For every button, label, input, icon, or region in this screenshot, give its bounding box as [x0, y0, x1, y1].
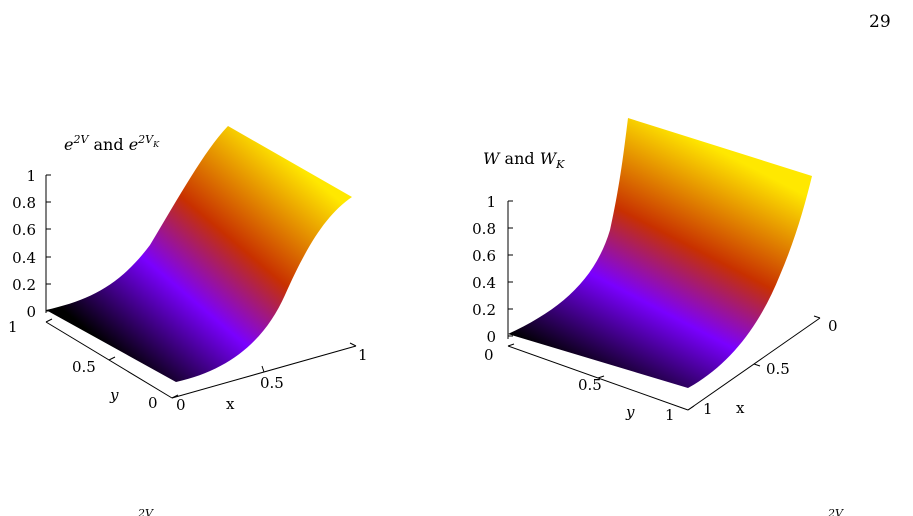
plot-right: W and WK 1 0.8 0.6 0.4 0.2 0 0: [472, 118, 838, 424]
cut-off-title-fragment-right: 2V: [827, 507, 844, 516]
plot-left-axis-ticks: [45, 318, 357, 399]
plot-right-ztick-label: 1: [486, 193, 496, 211]
plot-left-ytick-label: 0: [148, 394, 158, 412]
plot-right-ztick-label: 0.8: [472, 220, 496, 238]
plot-left-xtick-label: 0: [176, 396, 186, 414]
page-number: 29: [869, 12, 891, 32]
plot-left-y-label: y: [109, 386, 119, 404]
plot-right-xtick-label: 0.5: [766, 360, 790, 378]
plot-right-ztick-label: 0.2: [472, 301, 496, 319]
plot-right-surface: [508, 118, 812, 388]
plot-left-xtick-label: 1: [358, 346, 368, 364]
plot-left-ztick-label: 0.6: [12, 221, 36, 239]
plot-right-axis-ticks: [507, 315, 821, 411]
plot-left-title: e2V and e2VK: [64, 133, 160, 154]
plot-left-ztick-label: 0.4: [12, 249, 36, 267]
plot-left-x-label: x: [226, 395, 235, 413]
plot-left-xtick-label: 0.5: [260, 374, 284, 392]
plot-left-ztick-label: 1: [26, 167, 36, 185]
plot-left-ztick-label: 0: [26, 303, 36, 321]
plot-right-x-label: x: [736, 399, 745, 417]
plot-left: e2V and e2VK 1 0.8 0.6 0.4 0.2 0: [8, 126, 368, 414]
plot-right-ytick-label: 0.5: [578, 376, 602, 394]
plot-right-xtick-label: 0: [828, 317, 838, 335]
plot-right-xtick-label: 1: [703, 400, 713, 418]
plot-right-ztick-label: 0.6: [472, 247, 496, 265]
plot-right-ztick-label: 0: [486, 328, 496, 346]
plot-left-ztick-label: 0.8: [12, 194, 36, 212]
plot-right-ytick-label: 1: [665, 406, 675, 424]
plot-left-ytick-label: 0.5: [72, 358, 96, 376]
plot-left-surface: [46, 126, 352, 382]
plot-left-z-ticks: [46, 174, 51, 312]
plot-right-ytick-label: 0: [484, 346, 494, 364]
plot-right-ztick-label: 0.4: [472, 274, 496, 292]
plot-right-title: W and WK: [483, 149, 565, 171]
plot-left-ztick-label: 0.2: [12, 276, 36, 294]
plot-right-z-ticks: [508, 200, 513, 337]
plot-left-ytick-label: 1: [8, 318, 18, 336]
plot-right-y-label: y: [625, 403, 635, 421]
cut-off-title-fragment-left: 2V: [137, 507, 154, 516]
